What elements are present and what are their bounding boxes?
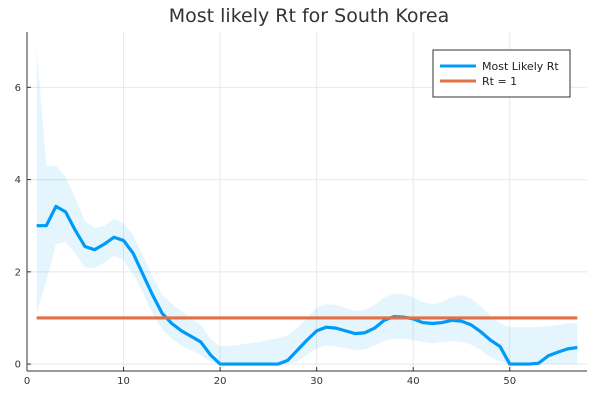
y-tick-label: 6	[15, 83, 21, 94]
y-tick-label: 2	[15, 267, 21, 278]
x-tick-label: 0	[24, 376, 30, 387]
band-layer	[36, 48, 578, 365]
confidence-band	[36, 48, 578, 365]
legend-box	[432, 49, 571, 98]
x-tick-label: 40	[407, 376, 420, 387]
y-tick-label: 4	[15, 175, 21, 186]
legend-label-rt-1: Rt = 1	[482, 75, 517, 88]
x-tick-label: 50	[503, 376, 516, 387]
x-tick-label: 30	[310, 376, 323, 387]
series-line-most-likely-rt	[36, 204, 578, 366]
axis-layer: 0 10 20 30 40 50 0 2 4 6	[15, 32, 587, 387]
legend: Most Likely Rt Rt = 1	[432, 49, 571, 98]
line-layer	[36, 204, 578, 366]
x-tick-label: 10	[117, 376, 130, 387]
x-tick-label: 20	[214, 376, 227, 387]
chart-title: Most likely Rt for South Korea	[169, 5, 450, 27]
y-tick-label: 0	[15, 360, 21, 371]
legend-label-most-likely-rt: Most Likely Rt	[482, 60, 559, 73]
